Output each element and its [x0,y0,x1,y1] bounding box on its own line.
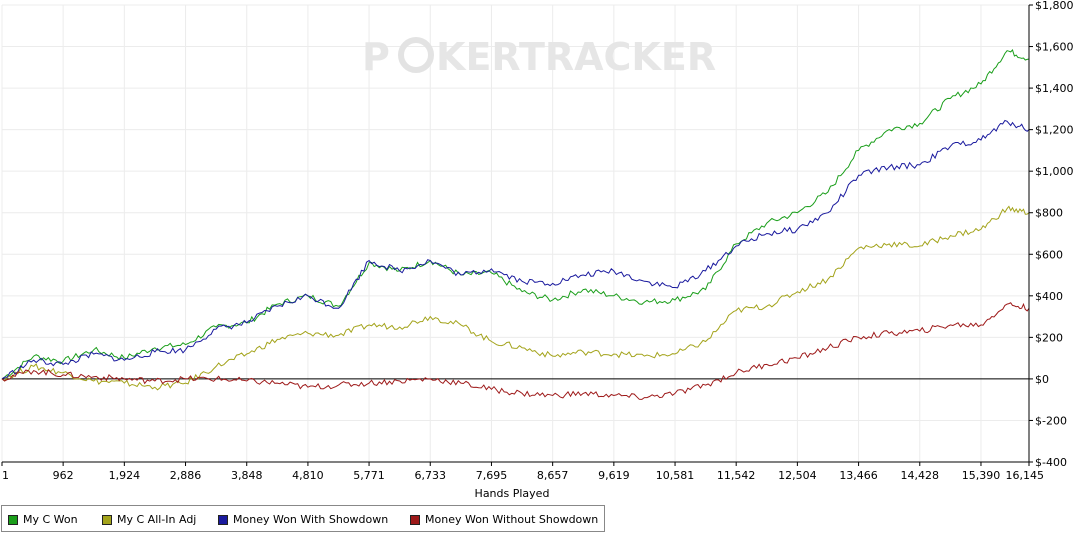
legend-swatch [8,514,18,525]
x-tick-label: 16,145 [1006,469,1045,482]
legend-swatch [410,514,420,525]
y-tick-label: $1,400 [1035,82,1074,95]
series-line-3 [1,119,1030,380]
x-tick-label: 12,504 [778,469,817,482]
y-tick-label: $400 [1035,290,1063,303]
legend-swatch [102,514,112,525]
watermark: P KERTRACKER [362,35,716,79]
legend-item-3: Money Won With Showdown [218,513,388,526]
legend-label: Money Won Without Showdown [425,513,599,526]
x-tick-labels: 1 962 1,924 2,886 3,848 4,810 5,771 6,733 7,695 8… [1,462,1045,482]
x-axis-label: Hands Played [475,487,550,500]
x-tick-label: 11,542 [717,469,756,482]
y-tick-label: $200 [1035,331,1063,344]
x-tick-label: 3,848 [231,469,263,482]
x-tick-label: 8,657 [537,469,569,482]
x-tick-label: 4,810 [292,469,324,482]
watermark-text-right: KERTRACKER [436,35,716,79]
x-tick-label: 7,695 [476,469,508,482]
x-tick-label: 14,428 [901,469,940,482]
x-tick-label: 1,924 [109,469,141,482]
x-tick-label: 1 [2,469,9,482]
y-tick-label: $800 [1035,207,1063,220]
poker-chip-icon [398,37,434,73]
series-line-2 [1,205,1030,391]
y-tick-label: $-400 [1035,456,1067,469]
legend-label: My C All-In Adj [117,513,197,526]
legend-swatch [218,514,228,525]
y-tick-label: $1,000 [1035,165,1074,178]
x-tick-label: 9,619 [598,469,630,482]
series [1,49,1030,400]
legend-label: Money Won With Showdown [233,513,389,526]
legend: My C Won My C All-In Adj Money Won With Sh… [1,505,605,532]
y-tick-label: $1,800 [1035,0,1074,12]
y-tick-label: $1,200 [1035,124,1074,137]
watermark-text-left: P [362,35,390,79]
x-tick-label: 962 [53,469,74,482]
y-tick-labels: $-400 $-200 $0 $200 $400 $600 $800 $1,000 $1,200… [1029,0,1074,469]
legend-item-2: My C All-In Adj [102,513,196,526]
y-tick-label: $600 [1035,248,1063,261]
y-tick-label: $0 [1035,373,1049,386]
legend-item-4: Money Won Without Showdown [410,513,598,526]
x-tick-label: 10,581 [656,469,695,482]
x-tick-label: 2,886 [170,469,202,482]
x-tick-label: 13,466 [839,469,878,482]
y-tick-label: $-200 [1035,414,1067,427]
series-line-1 [1,49,1030,380]
x-tick-label: 5,771 [353,469,385,482]
axes [2,5,1030,463]
y-tick-label: $1,600 [1035,41,1074,54]
series-line-4 [1,302,1030,400]
legend-label: My C Won [23,513,78,526]
x-tick-label: 6,733 [415,469,447,482]
x-tick-label: 15,390 [962,469,1001,482]
legend-item-1: My C Won [8,513,78,526]
